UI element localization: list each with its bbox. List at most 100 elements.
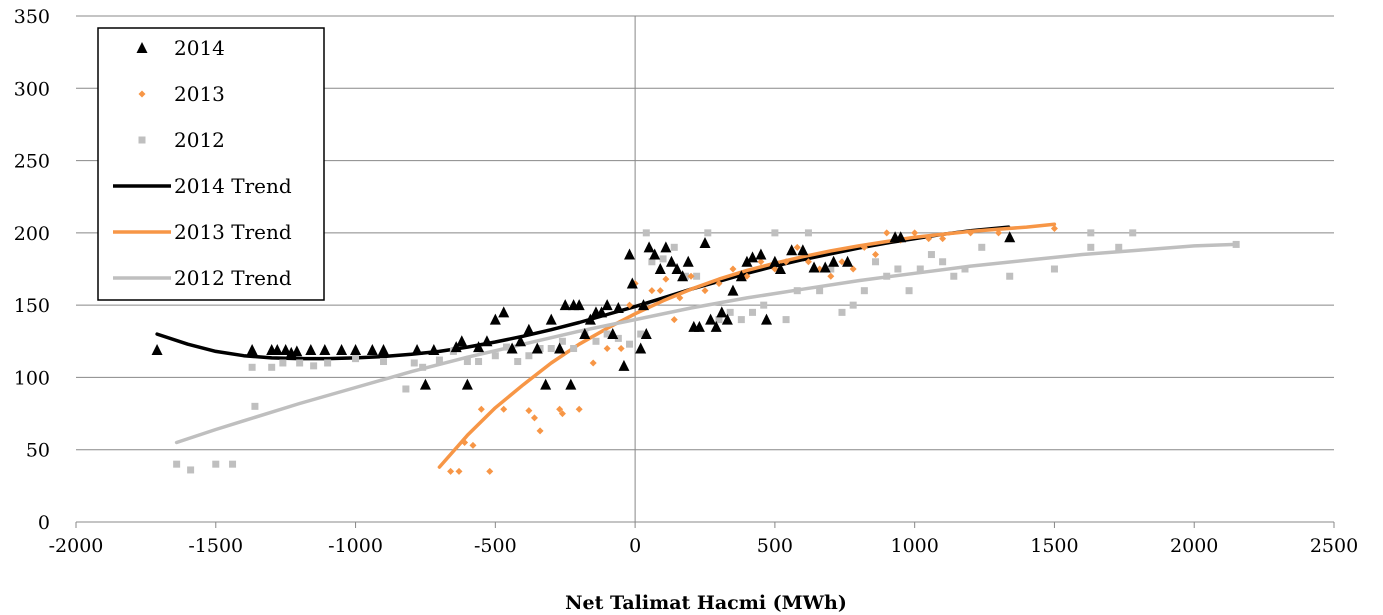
data-point xyxy=(486,467,494,475)
data-point xyxy=(654,263,666,274)
data-point xyxy=(592,337,600,345)
data-point xyxy=(514,335,526,347)
data-point xyxy=(860,287,868,295)
data-point xyxy=(378,343,390,355)
data-point xyxy=(883,229,891,237)
data-point xyxy=(771,229,779,237)
data-point xyxy=(804,229,812,237)
data-point xyxy=(676,294,684,302)
data-point xyxy=(428,343,440,355)
data-point xyxy=(229,460,237,468)
data-point xyxy=(1050,265,1058,273)
data-point xyxy=(925,235,933,243)
y-tick-label: 350 xyxy=(14,6,50,28)
data-point xyxy=(895,231,907,243)
data-point xyxy=(626,301,634,309)
data-points xyxy=(151,225,1240,475)
data-point xyxy=(670,243,678,251)
data-point xyxy=(1087,243,1095,251)
data-point xyxy=(1232,240,1240,248)
data-point xyxy=(612,302,624,314)
data-point xyxy=(575,405,583,413)
data-point xyxy=(461,438,469,446)
data-point xyxy=(435,356,443,364)
data-point xyxy=(626,340,634,348)
data-point xyxy=(187,466,195,474)
data-point xyxy=(514,358,522,366)
data-point xyxy=(475,358,483,366)
data-point xyxy=(872,251,880,259)
data-point xyxy=(489,313,501,325)
data-point xyxy=(782,316,790,324)
legend: 2014 2013 2012 2014 Trend 2013 Trend 2012 Tre… xyxy=(97,27,325,301)
x-tick-label: 500 xyxy=(757,535,793,557)
data-point xyxy=(525,407,533,415)
data-point xyxy=(565,378,577,390)
data-point xyxy=(212,460,220,468)
data-point xyxy=(648,287,656,295)
data-point xyxy=(1129,229,1137,237)
data-point xyxy=(737,316,745,324)
data-point xyxy=(319,343,331,355)
data-point xyxy=(455,467,463,475)
x-tick-label: 0 xyxy=(629,535,641,557)
data-point xyxy=(894,265,902,273)
data-point xyxy=(838,308,846,316)
data-point xyxy=(699,236,711,248)
data-point xyxy=(755,248,767,260)
y-tick-label: 50 xyxy=(26,440,50,462)
data-point xyxy=(701,287,709,295)
data-point xyxy=(705,313,717,325)
x-tick-label: -2000 xyxy=(49,535,104,557)
data-point xyxy=(450,341,462,353)
data-point xyxy=(151,343,163,355)
data-point xyxy=(624,248,636,260)
data-point xyxy=(545,313,557,325)
data-point xyxy=(939,258,947,266)
data-point xyxy=(849,301,857,309)
y-tick-label: 0 xyxy=(38,512,50,534)
data-point xyxy=(786,244,798,256)
data-point xyxy=(757,258,765,266)
data-point xyxy=(774,263,786,274)
data-point xyxy=(804,258,812,266)
data-point xyxy=(463,358,471,366)
data-point xyxy=(721,313,733,325)
data-point xyxy=(601,299,613,311)
data-point xyxy=(251,402,259,410)
data-point xyxy=(614,334,622,342)
data-point xyxy=(927,251,935,259)
data-point xyxy=(662,275,670,283)
data-point xyxy=(635,342,647,354)
data-point xyxy=(531,342,543,354)
data-point xyxy=(498,306,510,318)
data-point xyxy=(456,335,468,347)
data-point xyxy=(671,263,683,274)
data-point xyxy=(735,270,747,282)
data-point xyxy=(967,229,975,237)
data-point xyxy=(827,272,835,280)
data-point xyxy=(659,255,667,263)
data-point xyxy=(793,243,801,251)
data-point xyxy=(693,320,705,332)
data-point xyxy=(670,316,678,324)
data-point xyxy=(1115,243,1123,251)
data-point xyxy=(642,229,650,237)
data-point xyxy=(280,343,292,355)
data-point xyxy=(782,258,790,266)
data-point xyxy=(916,265,924,273)
data-point xyxy=(978,243,986,251)
y-tick-label: 100 xyxy=(14,367,50,389)
data-point xyxy=(271,343,283,355)
data-point xyxy=(573,299,585,311)
data-point xyxy=(693,272,701,280)
data-point xyxy=(747,251,759,263)
data-point xyxy=(461,378,473,390)
data-point xyxy=(352,355,360,363)
data-point xyxy=(860,243,868,251)
data-point xyxy=(530,414,538,422)
data-point xyxy=(665,255,677,267)
data-point xyxy=(1087,229,1095,237)
data-point xyxy=(419,363,427,371)
